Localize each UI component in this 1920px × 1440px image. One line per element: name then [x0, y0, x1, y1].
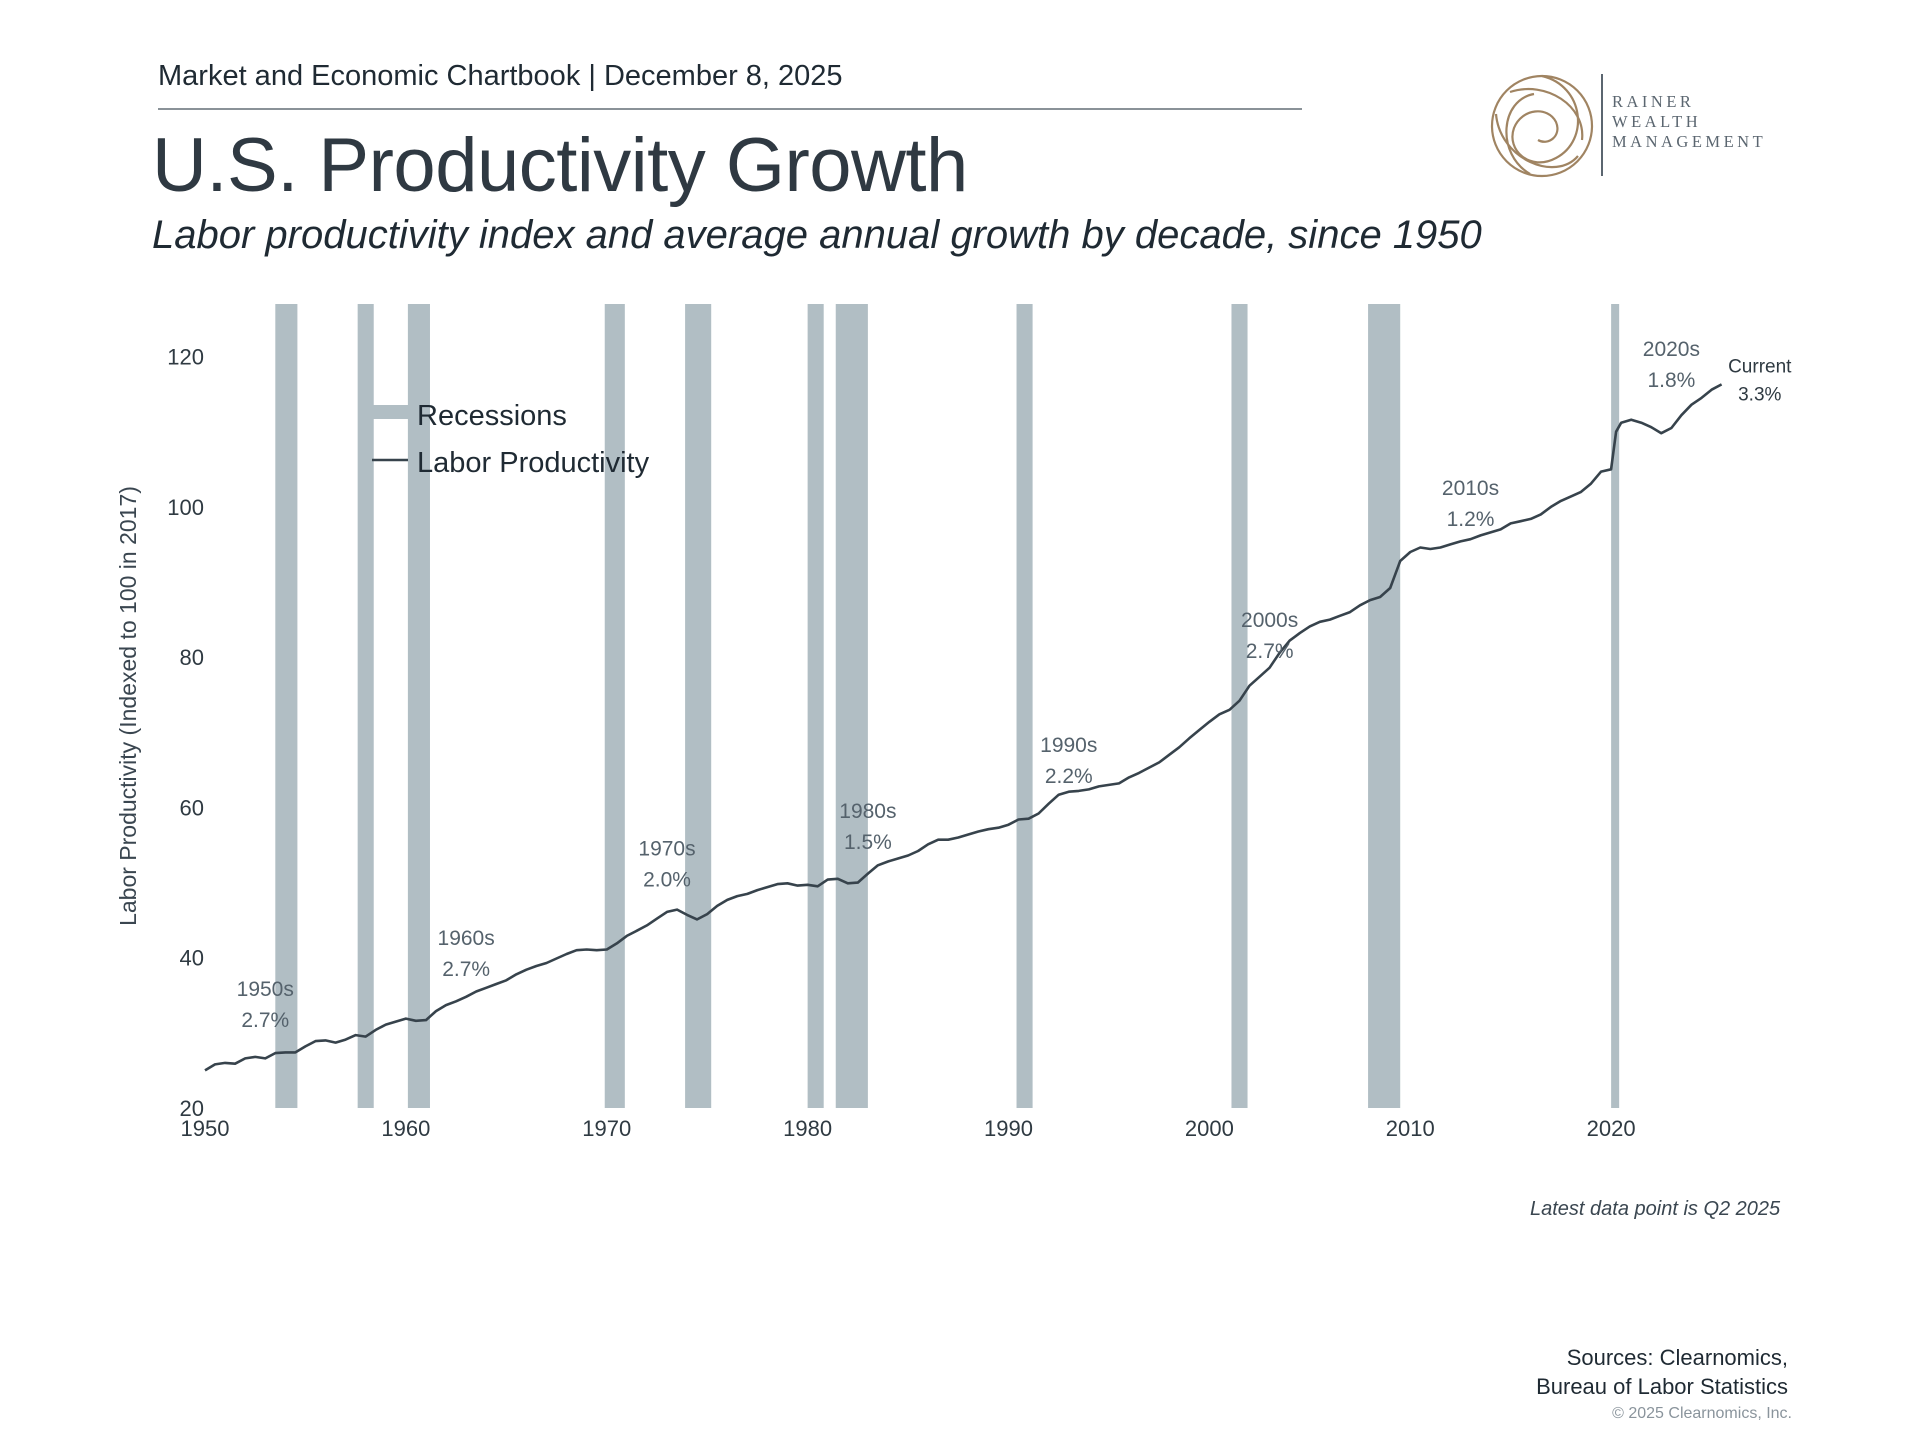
recession-band-8	[1231, 304, 1248, 1108]
latest-data-note: Latest data point is Q2 2025	[1530, 1198, 1781, 1220]
x-tick-label-2010: 2010	[1386, 1116, 1435, 1141]
chart-legend: Recessions Labor Productivity	[372, 400, 650, 479]
recession-band-9	[1368, 304, 1401, 1108]
x-tick-label-2000: 2000	[1185, 1116, 1234, 1141]
recession-band-2	[407, 304, 430, 1108]
header-kicker: Market and Economic Chartbook | December…	[158, 60, 843, 92]
recession-band-5	[807, 304, 824, 1108]
annotation-2000s-label: 2000s	[1241, 609, 1298, 632]
recession-band-4	[685, 304, 712, 1108]
x-tick-label-1950: 1950	[181, 1116, 230, 1141]
y-tick-label-60: 60	[180, 795, 204, 820]
sources-line-1: Sources: Clearnomics,	[1566, 1345, 1788, 1370]
y-tick-label-120: 120	[167, 345, 204, 370]
recession-band-10	[1611, 304, 1620, 1108]
copyright: © 2025 Clearnomics, Inc.	[1612, 1405, 1792, 1422]
recession-band-3	[604, 304, 625, 1108]
decade-annotations: 1950s 2.7% 1960s 2.7% 1970s 2.0% 1980s 1.5% 1990…	[237, 338, 1793, 1032]
page-subtitle: Labor productivity index and average ann…	[152, 213, 1482, 257]
annotation-2010s-value: 1.2%	[1447, 508, 1495, 531]
legend-productivity-label: Labor Productivity	[417, 447, 650, 479]
annotation-1980s-value: 1.5%	[844, 831, 892, 854]
annotation-current-label: Current	[1728, 356, 1792, 377]
company-logo-icon	[1490, 74, 1603, 178]
annotation-1990s-value: 2.2%	[1045, 765, 1093, 788]
recession-band-1	[357, 304, 374, 1108]
legend-recessions-label: Recessions	[417, 400, 567, 432]
logo-line-2: WEALTH	[1612, 112, 1702, 131]
sources-block: Sources: Clearnomics, Bureau of Labor St…	[1536, 1343, 1788, 1401]
header-rule	[158, 108, 1302, 110]
x-tick-label-2020: 2020	[1587, 1116, 1636, 1141]
recession-band-0	[275, 304, 298, 1108]
logo-line-1: RAINER	[1612, 92, 1695, 111]
page-title: U.S. Productivity Growth	[152, 123, 968, 208]
x-tick-label-1970: 1970	[582, 1116, 631, 1141]
annotation-current-value: 3.3%	[1738, 384, 1781, 405]
annotation-2000s-value: 2.7%	[1246, 640, 1294, 663]
y-axis-label: Labor Productivity (Indexed to 100 in 20…	[115, 486, 141, 926]
y-tick-label-20: 20	[180, 1096, 204, 1121]
x-tick-label-1960: 1960	[381, 1116, 430, 1141]
logo-line-3: MANAGEMENT	[1612, 132, 1767, 151]
annotation-1970s-value: 2.0%	[643, 869, 691, 892]
y-tick-label-100: 100	[167, 495, 204, 520]
y-tick-label-40: 40	[180, 946, 204, 971]
annotation-1960s-label: 1960s	[438, 927, 495, 950]
annotation-1980s-label: 1980s	[839, 800, 896, 823]
recession-band-6	[835, 304, 868, 1108]
x-axis-ticks: 1950 1960 1970 1980 1990 2000 2010 2020	[181, 1116, 1636, 1141]
recession-band-7	[1016, 304, 1033, 1108]
productivity-line	[204, 383, 1723, 1072]
annotation-1990s-label: 1990s	[1040, 734, 1097, 757]
annotation-1970s-label: 1970s	[638, 838, 695, 861]
annotation-1960s-value: 2.7%	[442, 958, 490, 981]
annotation-2020s-label: 2020s	[1643, 338, 1700, 361]
productivity-line-group	[204, 383, 1723, 1072]
annotation-2020s-value: 1.8%	[1647, 369, 1695, 392]
recession-bands	[275, 304, 1620, 1108]
y-axis-ticks: 20 40 60 80 100 120	[167, 345, 204, 1121]
annotation-1950s-value: 2.7%	[241, 1009, 289, 1032]
annotation-1950s-label: 1950s	[237, 978, 294, 1001]
x-tick-label-1990: 1990	[984, 1116, 1033, 1141]
company-logo-text: RAINER WEALTH MANAGEMENT	[1612, 92, 1766, 152]
y-tick-label-80: 80	[180, 645, 204, 670]
sources-line-2: Bureau of Labor Statistics	[1536, 1374, 1788, 1399]
x-tick-label-1980: 1980	[783, 1116, 832, 1141]
annotation-2010s-label: 2010s	[1442, 477, 1499, 500]
